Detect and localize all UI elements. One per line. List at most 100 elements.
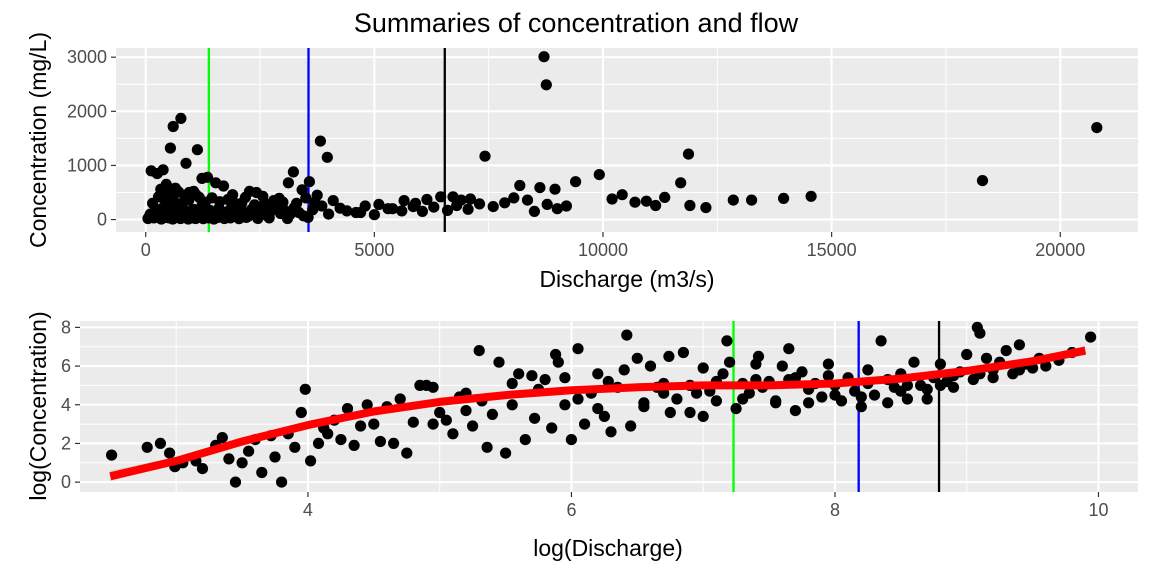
panel1-data-point bbox=[155, 183, 167, 195]
panel1-data-point bbox=[428, 201, 440, 213]
panel1-data-point bbox=[684, 199, 696, 212]
panel1-data-point bbox=[334, 202, 346, 214]
panel2-data-point bbox=[460, 405, 472, 417]
panel2-data-point bbox=[901, 379, 914, 391]
panel1-data-point bbox=[616, 189, 628, 201]
panel2-data-point bbox=[500, 447, 512, 459]
panel2-data-point bbox=[875, 335, 887, 347]
panel1-points bbox=[142, 51, 1103, 225]
panel1-data-point bbox=[164, 142, 176, 154]
panel2-data-point bbox=[1085, 331, 1097, 343]
panel1-data-point bbox=[551, 203, 563, 215]
panel2-data-point bbox=[559, 372, 571, 384]
panel2-y-tick-label: 0 bbox=[61, 472, 71, 492]
panel2-x-tick-label: 8 bbox=[830, 500, 840, 520]
panel2-data-point bbox=[789, 372, 802, 384]
panel2-data-point bbox=[335, 434, 347, 446]
panel2-data-point bbox=[987, 372, 999, 384]
panel1-data-point bbox=[249, 199, 261, 211]
panel2-data-point bbox=[862, 364, 874, 376]
panel2-data-point bbox=[295, 406, 307, 419]
panel2-data-point bbox=[855, 391, 867, 403]
panel2-data-point bbox=[961, 348, 973, 361]
panel-log-concentration-vs-log-discharge: 4 6 8 10 0 2 4 6 8 log(Discharge) log(Concentrat… bbox=[25, 311, 1138, 561]
panel1-data-point bbox=[396, 205, 408, 217]
panel1-data-point bbox=[314, 135, 326, 147]
panel1-ticks: 0 5000 10000 15000 20000 0 1000 2000 3000 bbox=[67, 47, 1085, 260]
panel1-data-point bbox=[976, 175, 989, 187]
panel1-data-point bbox=[217, 180, 230, 192]
panel1-data-point bbox=[173, 186, 185, 198]
panel1-data-point bbox=[1091, 122, 1103, 134]
panel1-y-tick-label: 2000 bbox=[67, 101, 107, 121]
panel2-data-point bbox=[388, 437, 400, 449]
panel2-data-point bbox=[394, 393, 406, 405]
panel1-data-point bbox=[302, 211, 314, 223]
panel2-data-point bbox=[592, 403, 604, 415]
panel1-data-point bbox=[560, 200, 573, 212]
panel2-data-point bbox=[868, 389, 881, 401]
panel1-data-point bbox=[291, 197, 303, 209]
panel1-data-point bbox=[300, 192, 312, 204]
panel2-data-point bbox=[789, 405, 802, 417]
panel2-background bbox=[80, 321, 1138, 492]
panel1-data-point bbox=[640, 195, 653, 207]
panel1-data-point bbox=[373, 198, 385, 210]
panel2-data-point bbox=[621, 329, 633, 341]
panel2-data-point bbox=[671, 393, 683, 405]
panel1-data-point bbox=[327, 195, 339, 207]
panel1-data-point bbox=[593, 169, 605, 181]
panel2-data-point bbox=[407, 416, 419, 428]
panel1-data-point bbox=[416, 205, 428, 217]
panel1-data-point bbox=[473, 198, 486, 210]
panel1-grid bbox=[116, 48, 1138, 232]
panel2-data-point bbox=[921, 383, 933, 395]
panel2-data-point bbox=[934, 379, 947, 391]
panel2-data-point bbox=[631, 352, 643, 364]
panel2-data-point bbox=[908, 356, 920, 368]
panel2-data-point bbox=[196, 463, 209, 475]
panel1-data-point bbox=[382, 203, 394, 215]
panel2-data-point bbox=[506, 399, 518, 411]
panel1-data-point bbox=[167, 120, 179, 133]
panel2-data-point bbox=[710, 395, 723, 407]
panel1-data-point bbox=[222, 193, 234, 206]
panel2-data-point bbox=[401, 447, 413, 459]
panel1-data-point bbox=[183, 194, 195, 206]
panel2-data-point bbox=[921, 393, 933, 405]
panel2-data-point bbox=[803, 397, 815, 409]
panel1-data-point bbox=[281, 212, 294, 225]
panel1-x-tick-label: 5000 bbox=[354, 240, 394, 260]
panel2-data-point bbox=[618, 364, 630, 376]
panel1-x-tick-label: 15000 bbox=[807, 240, 857, 260]
panel2-data-point bbox=[106, 449, 118, 461]
panel2-y-tick-label: 6 bbox=[61, 356, 71, 376]
panel1-data-point bbox=[462, 203, 474, 215]
panel2-data-point bbox=[717, 368, 729, 380]
panel1-x-tick-label: 10000 bbox=[578, 240, 628, 260]
panel2-smooth-line bbox=[109, 346, 1087, 481]
panel2-data-point bbox=[526, 370, 538, 382]
panel1-data-point bbox=[230, 198, 242, 210]
panel2-data-point bbox=[776, 360, 788, 372]
panel2-data-point bbox=[721, 335, 733, 347]
panel1-data-point bbox=[191, 144, 203, 156]
panel1-data-point bbox=[508, 192, 520, 204]
panel2-data-point bbox=[341, 403, 354, 415]
panel2-data-point bbox=[697, 362, 709, 374]
panel2-data-point bbox=[493, 356, 505, 368]
panel1-data-point bbox=[606, 193, 618, 205]
panel1-data-point bbox=[700, 202, 712, 214]
panel1-data-point bbox=[224, 212, 236, 224]
panel1-data-point bbox=[309, 196, 321, 208]
panel1-data-point bbox=[435, 191, 447, 203]
panel2-data-point bbox=[752, 350, 765, 362]
panel1-data-point bbox=[441, 204, 454, 216]
panel2-data-point bbox=[770, 397, 782, 409]
panel1-data-point bbox=[487, 201, 499, 213]
panel2-data-point bbox=[348, 439, 360, 451]
panel2-data-point bbox=[783, 343, 795, 355]
panel2-data-point bbox=[312, 437, 325, 449]
panel2-data-point bbox=[572, 343, 584, 355]
